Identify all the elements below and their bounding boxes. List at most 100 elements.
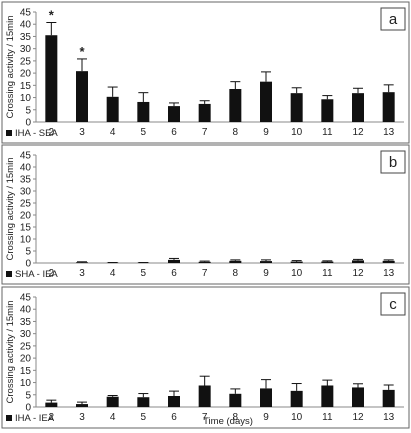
panel-a-y-axis-label: Crossing activity / 15min <box>5 16 16 119</box>
panel-b-legend-label: SHA - IEA <box>15 269 58 280</box>
panel-b-x-tick-label: 3 <box>79 268 85 279</box>
panel-b-bar-11 <box>321 261 334 263</box>
panel-a-y-tick-label: 35 <box>20 32 32 43</box>
panel-c-x-tick-label: 6 <box>171 412 177 423</box>
panel-b-bar-12 <box>352 260 364 263</box>
panel-b-x-tick-label: 5 <box>141 268 147 279</box>
panel-b-x-tick-label: 9 <box>263 268 269 279</box>
panel-c-bar-5 <box>137 397 150 407</box>
panel-b-letter-box <box>380 150 406 174</box>
panel-a-x-tick-label: 3 <box>79 127 85 138</box>
panel-c-bar-10 <box>290 390 303 407</box>
panel-a-bar-9 <box>260 81 272 122</box>
panel-a-bar-3 <box>76 71 88 122</box>
panel-a-bar-10 <box>290 93 303 122</box>
panel-c-x-tick-label: 9 <box>263 412 269 423</box>
panel-c-x-tick-label: 12 <box>352 412 364 423</box>
panel-c-x-tick-label: 2 <box>49 412 55 423</box>
panel-c-x-tick-label: 4 <box>110 412 116 423</box>
panel-b-bar-7 <box>198 261 211 263</box>
panel-b-x-tick-label: 4 <box>110 268 116 279</box>
panel-c-y-tick-label: 35 <box>20 317 32 328</box>
panel-c-y-tick-label: 45 <box>20 293 32 304</box>
panel-a-y-tick-label: 5 <box>25 105 31 116</box>
panel-b-y-tick-label: 40 <box>20 163 32 174</box>
panel-a-bar-8 <box>229 89 242 122</box>
panel-a-x-tick-label: 5 <box>141 127 147 138</box>
panel-c-x-tick-label: 7 <box>202 412 208 423</box>
panel-c-y-tick-label: 5 <box>25 390 31 401</box>
panel-a-x-tick-label: 4 <box>110 127 116 138</box>
panel-a-y-tick-label: 30 <box>20 44 32 55</box>
panel-c-y-tick-label: 15 <box>20 366 32 377</box>
panel-c-x-axis-label: Time (days) <box>203 416 253 427</box>
panel-a-frame <box>1 1 410 144</box>
panel-a-x-tick-label: 10 <box>291 127 303 138</box>
panel-c-y-tick-label: 20 <box>20 354 32 365</box>
panel-c-y-axis-label: Crossing activity / 15min <box>5 301 16 404</box>
panel-c-x-tick-label: 11 <box>322 412 333 423</box>
panel-b-y-axis-label: Crossing activity / 15min <box>5 158 16 261</box>
panel-c-bar-3 <box>76 404 88 407</box>
panel-c-legend-swatch <box>6 415 12 421</box>
panel-c-bar-9 <box>260 388 272 407</box>
panel-b-x-tick-label: 12 <box>352 268 364 279</box>
panel-a-significance-marker-2: * <box>49 8 55 23</box>
panel-c-bar-7 <box>198 385 211 407</box>
panel-a-bar-12 <box>352 93 364 122</box>
panel-a-y-tick-label: 25 <box>20 56 32 67</box>
panel-b-bar-3 <box>76 262 88 263</box>
panel-a-x-tick-label: 11 <box>322 127 333 138</box>
panel-c-letter-box <box>380 292 406 316</box>
panel-a-x-tick-label: 12 <box>352 127 364 138</box>
panel-c-x-tick-label: 8 <box>233 412 239 423</box>
panel-c-y-tick-label: 10 <box>20 378 32 389</box>
panel-b-x-tick-label: 10 <box>291 268 303 279</box>
panel-b-letter: b <box>389 154 397 171</box>
panel-a-x-tick-label: 13 <box>383 127 395 138</box>
panel-c-x-tick-label: 13 <box>383 412 395 423</box>
panel-b-bar-13 <box>382 260 395 263</box>
panel-a-y-tick-label: 0 <box>25 118 31 129</box>
panel-b-y-tick-label: 5 <box>25 247 31 258</box>
panel-b-y-tick-label: 10 <box>20 235 32 246</box>
panel-c-legend-label: IHA - IEA <box>15 413 55 424</box>
panel-b-x-tick-label: 11 <box>322 268 333 279</box>
panel-c-bar-2 <box>45 402 58 407</box>
panel-c-y-tick-label: 0 <box>25 403 31 414</box>
panel-b-y-tick-label: 15 <box>20 223 32 234</box>
panel-b-frame <box>1 144 410 285</box>
panel-b-bar-10 <box>290 261 303 263</box>
panel-a-x-tick-label: 7 <box>202 127 208 138</box>
panel-a-y-tick-label: 20 <box>20 69 32 80</box>
panel-b-y-tick-label: 20 <box>20 211 32 222</box>
panel-b-y-tick-label: 45 <box>20 151 32 162</box>
panel-a-legend-label: IHA - SEA <box>15 128 58 139</box>
panel-a-bar-11 <box>321 99 334 122</box>
panel-c-bar-12 <box>352 387 364 407</box>
panel-c-bar-4 <box>106 396 119 407</box>
panel-a-x-tick-label: 8 <box>233 127 239 138</box>
panel-c-x-tick-label: 10 <box>291 412 303 423</box>
panel-a-x-tick-label: 2 <box>49 127 55 138</box>
panel-c-x-tick-label: 5 <box>141 412 147 423</box>
panel-b-bar-6 <box>168 259 180 263</box>
panel-b-y-tick-label: 0 <box>25 259 31 270</box>
panel-a-y-tick-label: 45 <box>20 8 32 19</box>
panel-b-bar-8 <box>229 260 242 263</box>
panel-a-y-tick-label: 10 <box>20 93 32 104</box>
panel-a-y-tick-label: 40 <box>20 20 32 31</box>
panel-b-x-tick-label: 13 <box>383 268 395 279</box>
panel-b-y-tick-label: 35 <box>20 175 32 186</box>
panel-c-bar-8 <box>229 393 242 407</box>
panel-b-x-tick-label: 8 <box>233 268 239 279</box>
panel-a-significance-marker-3: * <box>79 44 85 59</box>
panel-a-x-tick-label: 9 <box>263 127 269 138</box>
panel-c-y-tick-label: 30 <box>20 329 32 340</box>
panel-b-bar-9 <box>260 261 272 263</box>
panel-a-bar-6 <box>168 106 180 122</box>
panel-c-bar-6 <box>168 396 180 407</box>
panel-b-y-tick-label: 25 <box>20 199 32 210</box>
panel-a-legend-swatch <box>6 130 12 136</box>
